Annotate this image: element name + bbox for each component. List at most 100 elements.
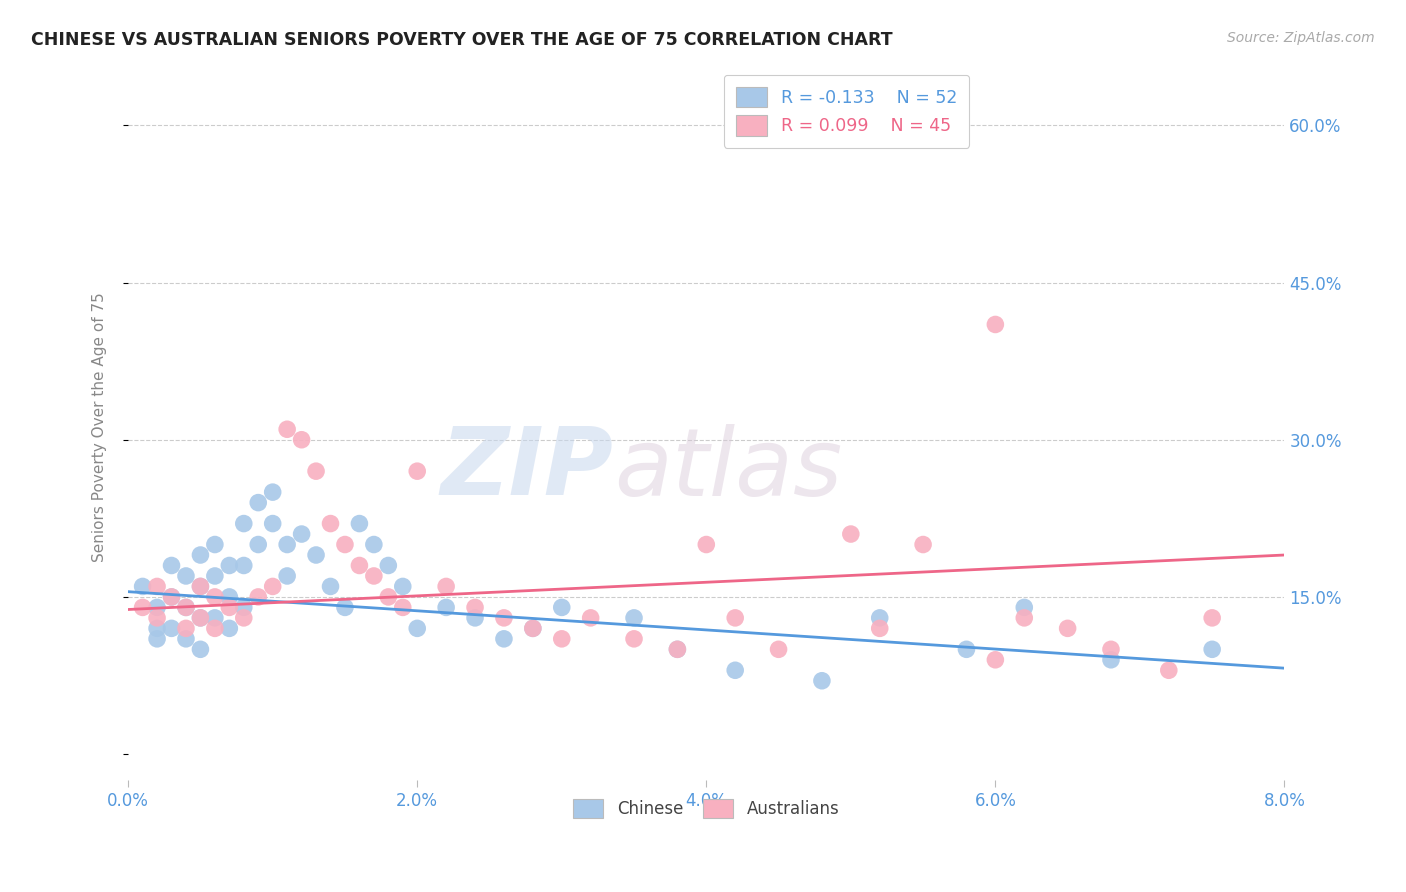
Point — [204, 569, 226, 583]
Point — [811, 673, 834, 688]
Point — [262, 485, 284, 500]
Point — [1157, 663, 1180, 677]
Point — [391, 579, 413, 593]
Point — [1099, 642, 1122, 657]
Point — [131, 579, 153, 593]
Point — [276, 422, 298, 436]
Point — [174, 600, 197, 615]
Point — [434, 579, 457, 593]
Point — [160, 590, 183, 604]
Point — [190, 579, 212, 593]
Point — [492, 611, 515, 625]
Point — [912, 537, 935, 551]
Point — [146, 600, 169, 615]
Point — [377, 590, 399, 604]
Point — [724, 663, 747, 677]
Point — [319, 579, 342, 593]
Point — [1201, 611, 1223, 625]
Point — [190, 611, 212, 625]
Point — [1012, 611, 1035, 625]
Point — [333, 537, 356, 551]
Point — [204, 621, 226, 635]
Point — [377, 558, 399, 573]
Point — [1099, 653, 1122, 667]
Point — [174, 600, 197, 615]
Point — [363, 569, 385, 583]
Point — [218, 621, 240, 635]
Point — [232, 611, 254, 625]
Point — [190, 579, 212, 593]
Point — [623, 611, 645, 625]
Point — [522, 621, 544, 635]
Point — [232, 558, 254, 573]
Point — [146, 621, 169, 635]
Point — [955, 642, 977, 657]
Point — [839, 527, 862, 541]
Point — [232, 516, 254, 531]
Point — [319, 516, 342, 531]
Point — [247, 537, 270, 551]
Point — [391, 600, 413, 615]
Point — [218, 558, 240, 573]
Point — [869, 621, 891, 635]
Point — [174, 569, 197, 583]
Point — [724, 611, 747, 625]
Text: ZIP: ZIP — [441, 423, 614, 515]
Point — [406, 464, 429, 478]
Text: atlas: atlas — [614, 424, 842, 515]
Point — [190, 642, 212, 657]
Point — [305, 464, 328, 478]
Point — [349, 558, 371, 573]
Point — [695, 537, 717, 551]
Point — [291, 433, 314, 447]
Point — [333, 600, 356, 615]
Point — [464, 600, 486, 615]
Point — [623, 632, 645, 646]
Point — [218, 600, 240, 615]
Point — [247, 495, 270, 509]
Point — [204, 590, 226, 604]
Point — [551, 632, 574, 646]
Point — [1012, 600, 1035, 615]
Point — [174, 632, 197, 646]
Point — [522, 621, 544, 635]
Point — [406, 621, 429, 635]
Point — [262, 516, 284, 531]
Point — [349, 516, 371, 531]
Point — [579, 611, 602, 625]
Point — [276, 569, 298, 583]
Point — [276, 537, 298, 551]
Point — [464, 611, 486, 625]
Point — [291, 527, 314, 541]
Point — [204, 611, 226, 625]
Point — [768, 642, 790, 657]
Point — [551, 600, 574, 615]
Point — [174, 621, 197, 635]
Point — [984, 653, 1007, 667]
Point — [204, 537, 226, 551]
Text: CHINESE VS AUSTRALIAN SENIORS POVERTY OVER THE AGE OF 75 CORRELATION CHART: CHINESE VS AUSTRALIAN SENIORS POVERTY OV… — [31, 31, 893, 49]
Point — [160, 621, 183, 635]
Point — [434, 600, 457, 615]
Legend: Chinese, Australians: Chinese, Australians — [567, 792, 846, 825]
Point — [131, 600, 153, 615]
Point — [190, 548, 212, 562]
Point — [146, 632, 169, 646]
Point — [262, 579, 284, 593]
Point — [1056, 621, 1078, 635]
Point — [666, 642, 689, 657]
Y-axis label: Seniors Poverty Over the Age of 75: Seniors Poverty Over the Age of 75 — [93, 292, 107, 562]
Point — [247, 590, 270, 604]
Point — [160, 558, 183, 573]
Point — [1201, 642, 1223, 657]
Point — [363, 537, 385, 551]
Point — [869, 611, 891, 625]
Point — [146, 611, 169, 625]
Point — [492, 632, 515, 646]
Point — [305, 548, 328, 562]
Point — [160, 590, 183, 604]
Point — [146, 579, 169, 593]
Point — [984, 318, 1007, 332]
Point — [190, 611, 212, 625]
Text: Source: ZipAtlas.com: Source: ZipAtlas.com — [1227, 31, 1375, 45]
